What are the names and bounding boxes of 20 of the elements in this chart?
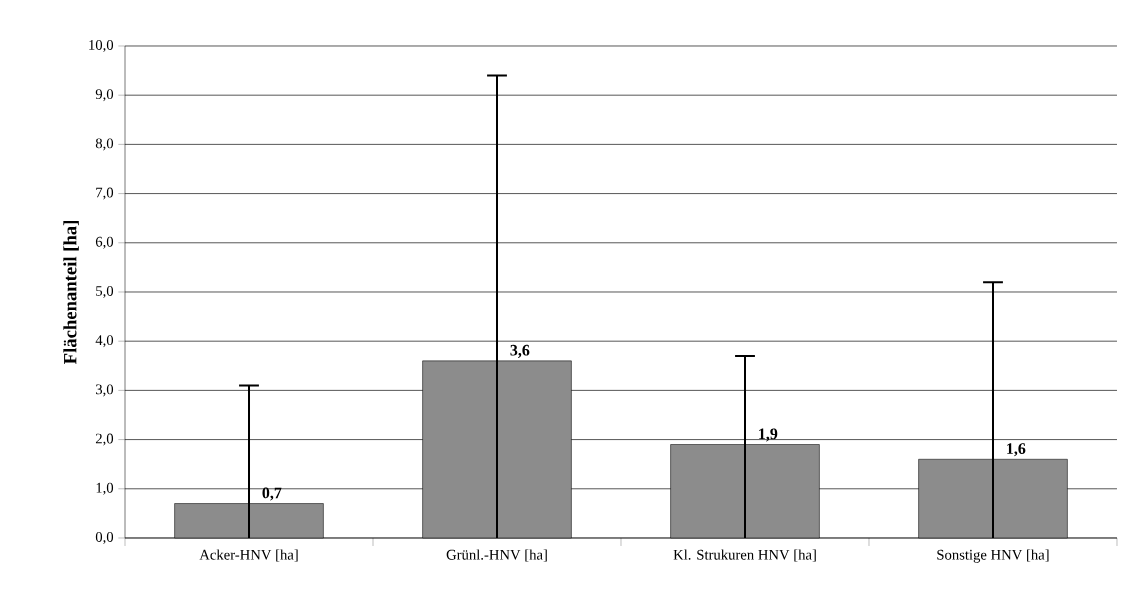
y-tick-label: 3,0 [96, 384, 114, 397]
y-tick-label: 2,0 [95, 433, 114, 446]
y-tick-label: 0,0 [95, 531, 114, 544]
y-tick-label: 7,0 [96, 187, 114, 200]
y-tick-label: 9,0 [95, 89, 114, 102]
y-axis-title: Flächenanteil [ha] [63, 221, 79, 364]
x-tick-label: Kl. Strukuren HNV [ha] [673, 549, 816, 562]
x-tick-label: Grünl.-HNV [ha] [446, 549, 547, 562]
y-tick-label: 6,0 [95, 236, 114, 249]
data-label: 1,6 [1007, 443, 1026, 457]
y-tick-label: 4,0 [95, 335, 114, 348]
x-tick-label: Acker-HNV [ha] [199, 549, 298, 562]
y-tick-label: 8,0 [95, 138, 114, 151]
data-label: 0,7 [262, 487, 282, 501]
data-label: 3,6 [510, 344, 530, 358]
y-tick-label: 5,0 [96, 285, 114, 298]
y-tick-label: 1,0 [96, 482, 114, 495]
x-tick-label: Sonstige HNV [ha] [937, 549, 1049, 563]
data-label: 1,9 [759, 428, 778, 442]
y-tick-label: 10,0 [89, 39, 114, 52]
